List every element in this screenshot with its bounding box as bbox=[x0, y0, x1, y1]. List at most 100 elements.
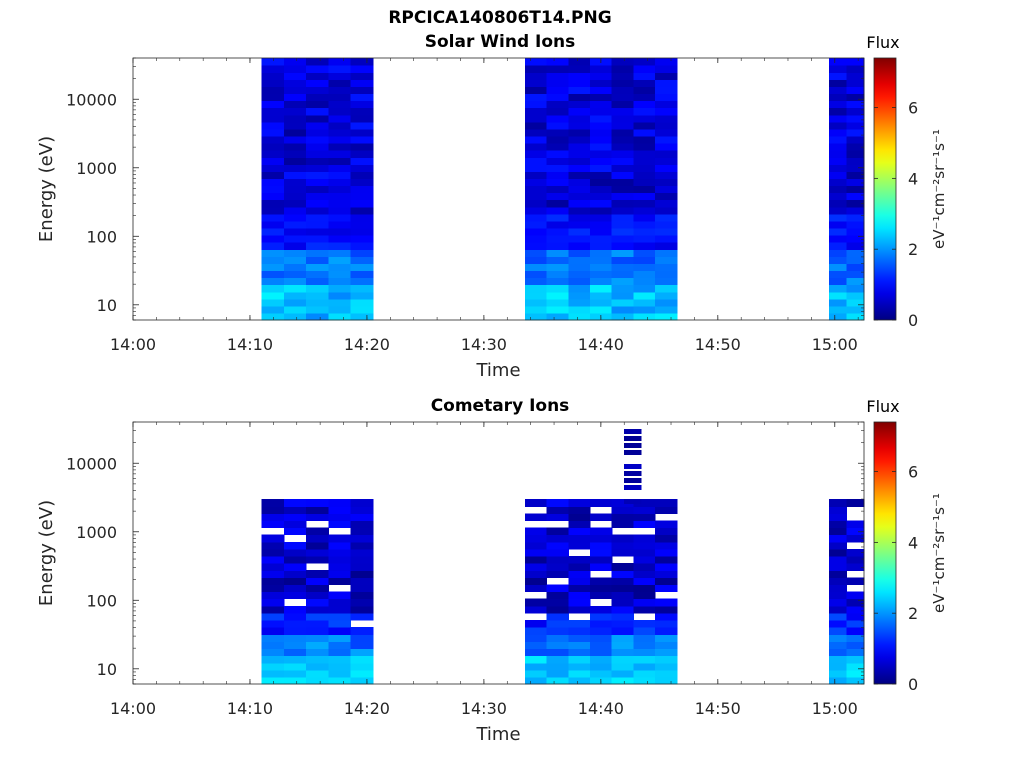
spectrogram-cell bbox=[524, 499, 548, 507]
spectrogram-cell bbox=[828, 128, 847, 137]
spectrogram-cell bbox=[350, 527, 374, 536]
spectrogram-cell bbox=[846, 270, 865, 279]
spectrogram-cell bbox=[633, 305, 656, 314]
spectrogram-cell bbox=[828, 570, 847, 578]
spectrogram-cell bbox=[633, 662, 656, 671]
spectrogram-cell bbox=[261, 72, 285, 80]
spectrogram-cell bbox=[828, 270, 847, 279]
spectrogram-cell bbox=[655, 128, 678, 137]
spectrogram-cell bbox=[261, 620, 285, 628]
spectrogram-cell bbox=[828, 548, 847, 557]
spectrogram-cell bbox=[568, 305, 591, 314]
spectrogram-cell bbox=[328, 150, 352, 158]
spectrogram-cell bbox=[283, 627, 307, 635]
spectrogram-cell bbox=[611, 114, 634, 123]
spectrogram-cell bbox=[655, 662, 678, 671]
spectrogram-cell bbox=[828, 242, 847, 250]
spectrogram-cell bbox=[633, 627, 656, 635]
spectrogram-cell bbox=[328, 235, 352, 243]
spectrogram-cell bbox=[261, 256, 285, 264]
spectrogram-cell bbox=[846, 605, 865, 614]
spectrogram-cell bbox=[568, 65, 591, 73]
spectrogram-cell bbox=[328, 58, 352, 66]
spectrogram-cell bbox=[655, 634, 678, 642]
spectrogram-cell bbox=[261, 121, 285, 130]
spectrogram-cell bbox=[633, 121, 656, 130]
spectrogram-cell bbox=[846, 86, 865, 94]
spectrogram-cell bbox=[846, 206, 865, 215]
spectrogram-cell bbox=[283, 107, 307, 116]
spectrogram-cell bbox=[524, 143, 548, 151]
spectrogram-cell bbox=[306, 506, 329, 514]
spectrogram-cell bbox=[261, 634, 285, 642]
spectrogram-cell bbox=[283, 199, 307, 208]
spectrogram-cell bbox=[568, 227, 591, 236]
spectrogram-cell bbox=[590, 298, 613, 307]
spectrogram-cell bbox=[828, 513, 847, 521]
spectrogram-cell bbox=[568, 591, 591, 600]
spectrogram-cell bbox=[283, 620, 307, 628]
colorbar bbox=[873, 57, 897, 321]
spectrogram-cell bbox=[846, 178, 865, 187]
spectrogram-cell bbox=[261, 249, 285, 257]
spectrogram-cell bbox=[624, 443, 642, 448]
spectrogram-cell bbox=[350, 107, 374, 116]
spectrogram bbox=[261, 58, 865, 321]
spectrogram-cell bbox=[524, 284, 548, 293]
spectrogram-cell bbox=[350, 185, 374, 194]
spectrogram-cell bbox=[283, 100, 307, 109]
spectrogram-cell bbox=[828, 598, 847, 607]
spectrogram-cell bbox=[350, 506, 374, 514]
spectrogram-cell bbox=[328, 157, 352, 165]
spectrogram-cell bbox=[611, 178, 634, 187]
spectrogram-cell bbox=[655, 577, 678, 585]
spectrogram-cell bbox=[611, 499, 634, 507]
spectrogram-cell bbox=[283, 634, 307, 642]
spectrogram-cell bbox=[350, 541, 374, 550]
spectrogram-cell bbox=[306, 627, 329, 635]
spectrogram-cell bbox=[283, 256, 307, 264]
spectrogram-cell bbox=[633, 598, 656, 607]
spectrogram-cell bbox=[590, 150, 613, 158]
spectrogram-cell bbox=[568, 577, 591, 585]
spectrogram-cell bbox=[283, 556, 307, 564]
spectrogram-cell bbox=[524, 100, 548, 109]
spectrogram-cell bbox=[846, 79, 865, 87]
spectrogram-cell bbox=[655, 192, 678, 201]
spectrogram-cell bbox=[328, 242, 352, 250]
spectrogram-cell bbox=[590, 541, 613, 550]
spectrogram-cell bbox=[261, 100, 285, 109]
spectrogram-cell bbox=[261, 220, 285, 229]
spectrogram-cell bbox=[611, 270, 634, 279]
spectrogram-cell bbox=[524, 220, 548, 229]
spectrogram-cell bbox=[590, 93, 613, 102]
spectrogram-cell bbox=[328, 548, 352, 557]
spectrogram-cell bbox=[846, 620, 865, 628]
panel-title-solar-wind: Solar Wind Ions bbox=[424, 32, 576, 52]
spectrogram-cell bbox=[633, 185, 656, 194]
spectrogram-cell bbox=[328, 627, 352, 635]
colorbar-title: Flux bbox=[866, 33, 899, 52]
spectrogram-cell bbox=[328, 114, 352, 123]
spectrogram-cell bbox=[828, 213, 847, 222]
spectrogram-cell bbox=[590, 206, 613, 215]
spectrogram-cell bbox=[568, 605, 591, 614]
spectrogram-cell bbox=[546, 291, 569, 300]
spectrogram-cell bbox=[828, 641, 847, 649]
spectrogram-cell bbox=[524, 128, 548, 137]
spectrogram-cell bbox=[261, 520, 285, 529]
spectrogram-cell bbox=[590, 263, 613, 272]
spectrogram-cell bbox=[828, 114, 847, 123]
spectrogram-cell bbox=[524, 641, 548, 649]
spectrogram-cell bbox=[611, 655, 634, 664]
spectrogram-cell bbox=[261, 263, 285, 272]
x-tick-label: 15:00 bbox=[812, 699, 858, 718]
spectrogram-cell bbox=[828, 185, 847, 194]
spectrogram-cell bbox=[546, 270, 569, 279]
spectrogram-cell bbox=[546, 548, 569, 557]
spectrogram-cell bbox=[306, 541, 329, 550]
spectrogram-cell bbox=[655, 270, 678, 279]
spectrogram-cell bbox=[828, 284, 847, 293]
spectrogram-cell bbox=[655, 121, 678, 130]
spectrogram-cell bbox=[590, 256, 613, 264]
